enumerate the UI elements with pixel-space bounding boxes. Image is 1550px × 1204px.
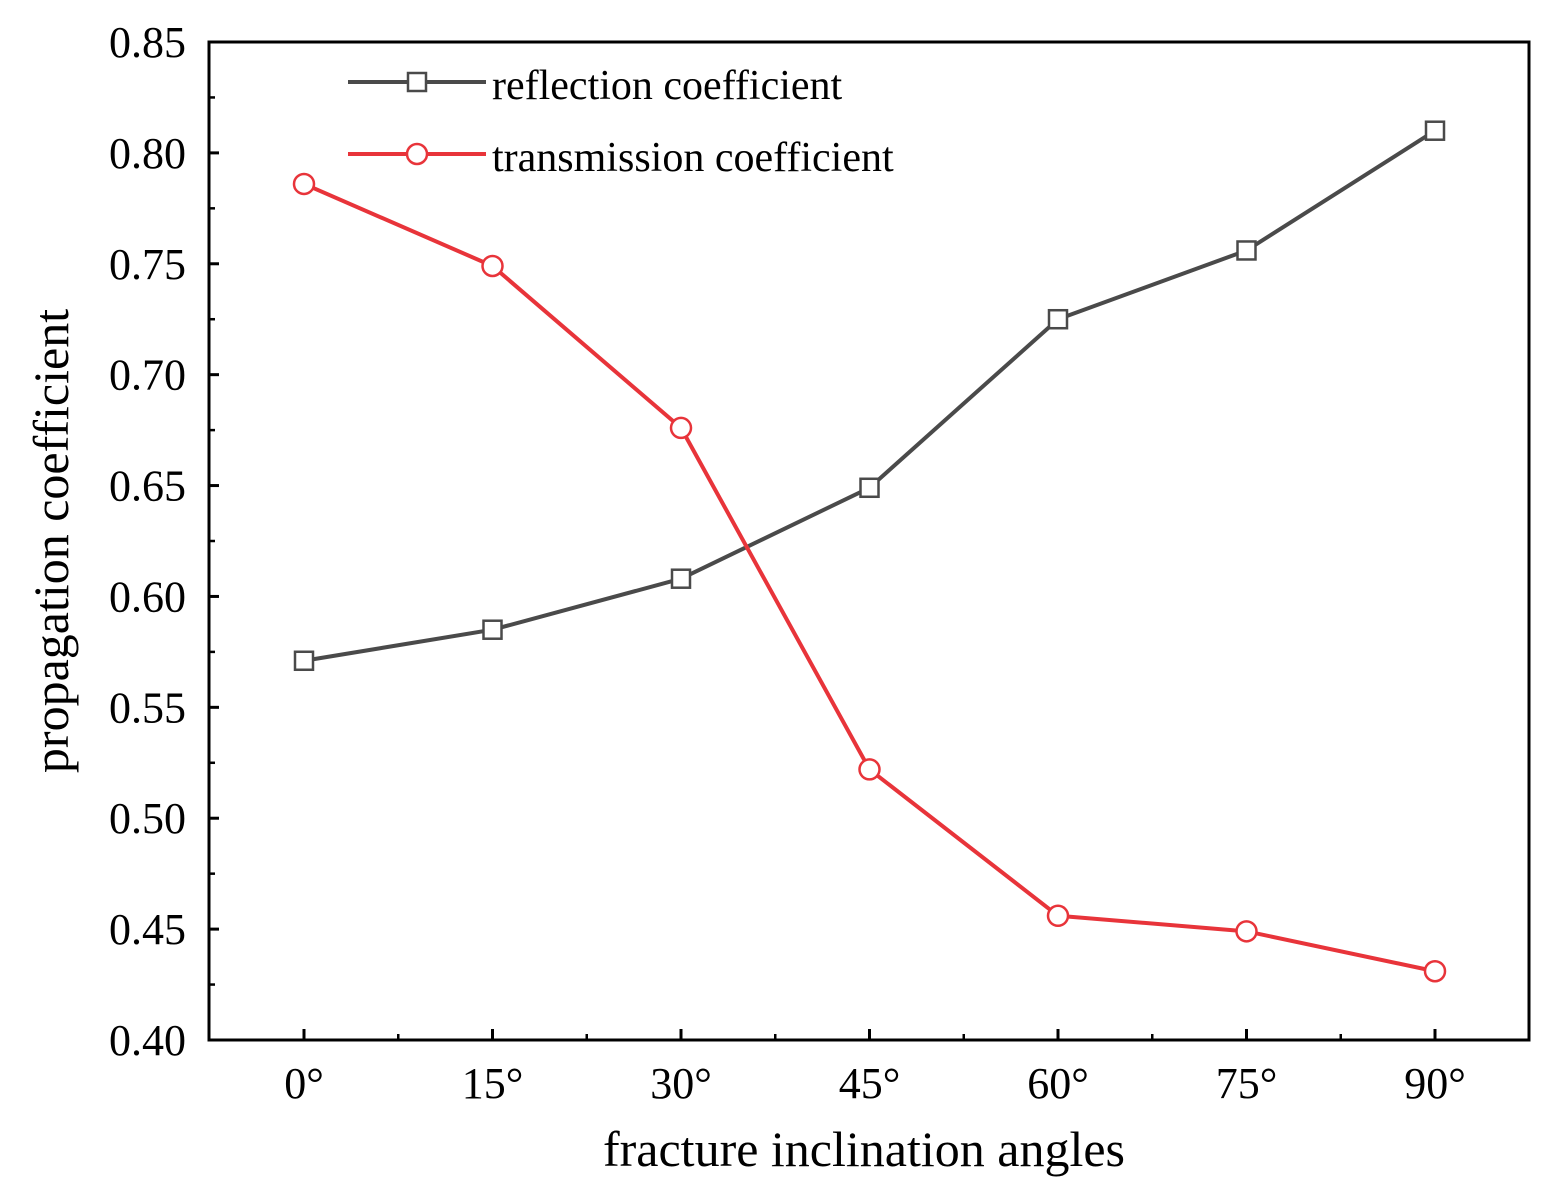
x-tick-label: 0°	[284, 1059, 324, 1108]
series-layer	[292, 120, 1447, 983]
x-axis-title: fracture inclination angles	[603, 1121, 1125, 1177]
data-point-reflection	[670, 568, 692, 589]
data-point-reflection	[1424, 120, 1446, 141]
series-line-reflection	[303, 129, 1437, 663]
data-point-transmission	[1235, 920, 1258, 943]
data-point-reflection	[1047, 308, 1069, 330]
data-point-transmission	[481, 254, 504, 278]
data-point-transmission	[1046, 904, 1070, 928]
y-tick-label: 0.55	[109, 683, 186, 732]
data-point-reflection	[859, 477, 880, 499]
x-tick-label: 75°	[1216, 1059, 1278, 1108]
y-tick-label: 0.60	[109, 572, 186, 621]
legend: reflection coefficient transmission coef…	[348, 63, 894, 181]
x-tick-label: 90°	[1404, 1059, 1466, 1108]
y-tick-label: 0.85	[109, 18, 186, 67]
y-tick-label: 0.65	[109, 462, 186, 511]
data-point-transmission	[669, 416, 693, 440]
legend-marker-square	[406, 71, 428, 93]
series-line-transmission	[303, 182, 1436, 974]
legend-label-transmission: transmission coefficient	[492, 135, 894, 181]
data-point-transmission	[1423, 959, 1447, 983]
y-tick-label: 0.75	[109, 240, 186, 289]
x-tick-label: 30°	[650, 1059, 712, 1108]
y-tick-label: 0.45	[109, 905, 186, 954]
data-point-reflection	[1236, 240, 1257, 261]
y-tick-label: 0.70	[109, 351, 186, 400]
axis-ticks	[209, 40, 1437, 1042]
y-tick-label: 0.40	[109, 1016, 186, 1065]
data-point-transmission	[292, 172, 316, 196]
plot-frame	[207, 40, 1531, 1042]
x-tick-label: 45°	[839, 1059, 901, 1108]
y-tick-label: 0.80	[109, 129, 186, 178]
x-tick-label: 60°	[1027, 1059, 1089, 1108]
tick-labels: 0.40 0.45 0.50 0.55 0.60 0.65 0.70 0.75 0.80 0.85…	[109, 18, 1466, 1108]
data-point-reflection	[293, 650, 315, 672]
y-tick-label: 0.50	[109, 794, 186, 843]
data-point-reflection	[482, 619, 503, 640]
legend-label-reflection: reflection coefficient	[492, 63, 843, 109]
x-tick-label: 15°	[462, 1059, 524, 1108]
y-axis-title: propagation coefficient	[23, 309, 79, 773]
data-point-transmission	[858, 758, 881, 781]
legend-marker-circle	[405, 142, 429, 166]
